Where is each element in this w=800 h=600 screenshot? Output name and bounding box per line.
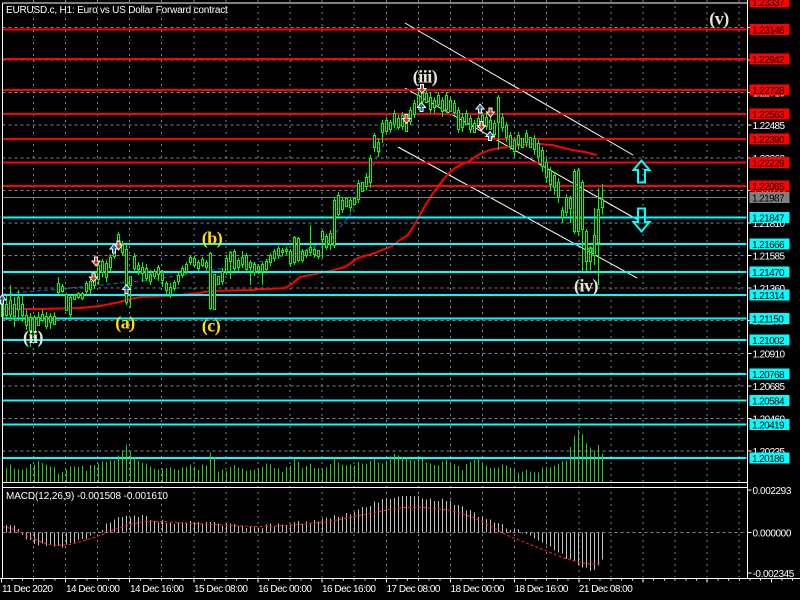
svg-text:0.002293: 0.002293 bbox=[753, 486, 792, 497]
svg-text:18 Dec 00:00: 18 Dec 00:00 bbox=[451, 584, 505, 595]
svg-text:1.21150: 1.21150 bbox=[752, 315, 784, 326]
svg-text:0.000000: 0.000000 bbox=[753, 528, 792, 539]
svg-text:1.21810: 1.21810 bbox=[753, 219, 786, 230]
svg-text:(v): (v) bbox=[709, 9, 729, 30]
svg-text:14 Dec 16:00: 14 Dec 16:00 bbox=[130, 584, 184, 595]
svg-text:1.20235: 1.20235 bbox=[753, 447, 786, 458]
svg-text:1.21470: 1.21470 bbox=[752, 268, 785, 279]
svg-text:MACD(12,26,9) -0.001508 -0.001: MACD(12,26,9) -0.001508 -0.001610 bbox=[6, 491, 168, 502]
svg-text:1.22485: 1.22485 bbox=[753, 121, 786, 132]
svg-text:1.22728: 1.22728 bbox=[752, 86, 785, 97]
svg-text:1.20768: 1.20768 bbox=[752, 370, 785, 381]
svg-text:(b): (b) bbox=[202, 228, 223, 249]
svg-text:(ii): (ii) bbox=[23, 327, 43, 348]
svg-text:11 Dec 2020: 11 Dec 2020 bbox=[2, 584, 53, 595]
svg-text:14 Dec 00:00: 14 Dec 00:00 bbox=[66, 584, 120, 595]
svg-text:1.22942: 1.22942 bbox=[752, 55, 785, 66]
svg-text:(c): (c) bbox=[202, 316, 221, 337]
svg-text:-0.002345: -0.002345 bbox=[753, 569, 795, 580]
svg-text:1.20584: 1.20584 bbox=[752, 397, 785, 408]
svg-text:1.20186: 1.20186 bbox=[752, 454, 785, 465]
svg-text:18 Dec 16:00: 18 Dec 16:00 bbox=[515, 584, 569, 595]
svg-text:1.22390: 1.22390 bbox=[752, 135, 785, 146]
svg-text:1.21847: 1.21847 bbox=[752, 214, 785, 225]
svg-text:1.23337: 1.23337 bbox=[752, 0, 785, 9]
svg-text:1.20910: 1.20910 bbox=[753, 349, 786, 360]
svg-text:1.20419: 1.20419 bbox=[752, 420, 785, 431]
svg-text:21 Dec 08:00: 21 Dec 08:00 bbox=[579, 584, 633, 595]
svg-text:(iv): (iv) bbox=[574, 276, 598, 297]
svg-text:EURUSD.c, H1: Euro vs US Doll: EURUSD.c, H1: Euro vs US Dollar Forward … bbox=[6, 5, 228, 16]
svg-text:1.23146: 1.23146 bbox=[752, 26, 785, 37]
svg-text:16 Dec 16:00: 16 Dec 16:00 bbox=[322, 584, 376, 595]
svg-text:1.21585: 1.21585 bbox=[753, 252, 786, 263]
svg-text:1.22229: 1.22229 bbox=[752, 158, 785, 169]
svg-text:17 Dec 08:00: 17 Dec 08:00 bbox=[387, 584, 441, 595]
svg-text:(iii): (iii) bbox=[413, 67, 438, 88]
svg-text:1.21666: 1.21666 bbox=[752, 240, 785, 251]
svg-text:16 Dec 00:00: 16 Dec 00:00 bbox=[258, 584, 312, 595]
svg-text:1.22563: 1.22563 bbox=[752, 110, 785, 121]
svg-text:1.21987: 1.21987 bbox=[752, 193, 785, 204]
svg-text:1.21314: 1.21314 bbox=[752, 291, 785, 302]
svg-text:1.21002: 1.21002 bbox=[752, 336, 785, 347]
svg-text:1.22065: 1.22065 bbox=[752, 182, 785, 193]
svg-text:(a): (a) bbox=[115, 313, 135, 334]
svg-text:1.20685: 1.20685 bbox=[753, 382, 786, 393]
svg-text:15 Dec 08:00: 15 Dec 08:00 bbox=[194, 584, 248, 595]
